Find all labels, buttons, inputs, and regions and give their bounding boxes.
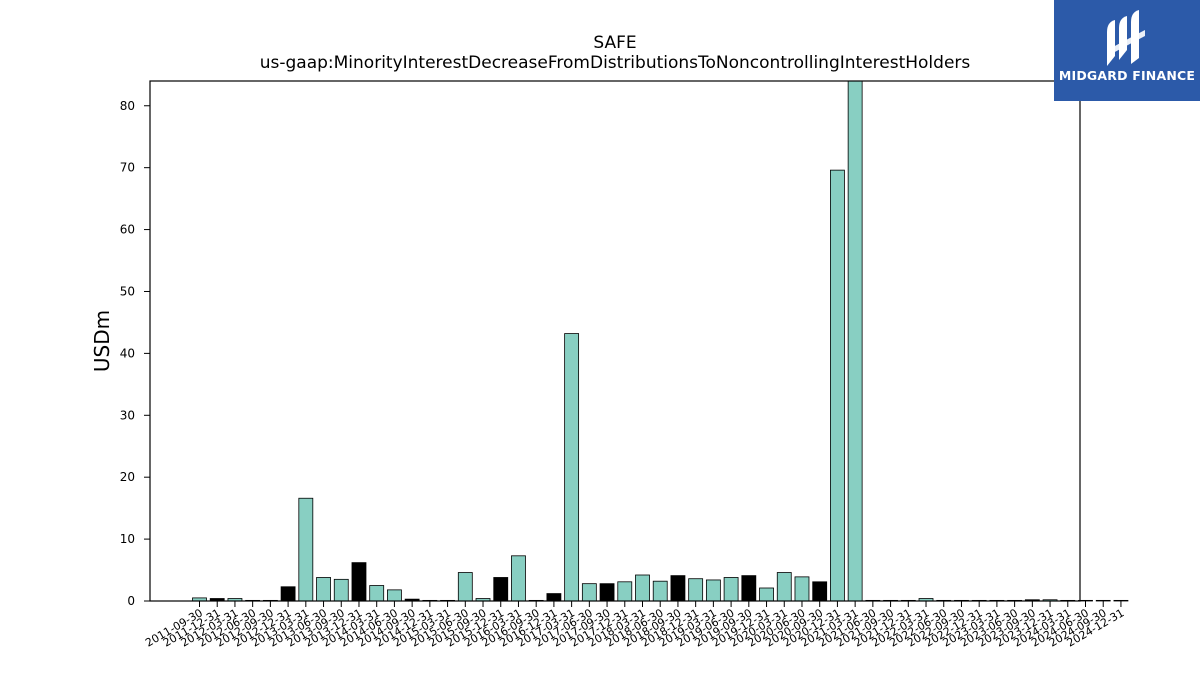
bar-2020-12-31 (830, 169, 845, 602)
bar-2021-03-31 (847, 80, 863, 602)
y-tick-label: 60 (120, 223, 135, 237)
bar-2018-09-30 (670, 575, 686, 602)
bar-2018-06-30 (652, 580, 668, 602)
bar-2020-06-30 (794, 576, 810, 602)
bar-2014-03-31 (369, 585, 385, 602)
bar-2020-03-31 (776, 572, 792, 602)
y-tick-label: 20 (120, 470, 135, 484)
bars-group (192, 80, 1129, 602)
chart-title: SAFE (593, 33, 636, 53)
bar-2014-06-30 (387, 589, 402, 602)
x-ticks: 2011-09-302011-12-312012-03-312012-06-30… (143, 601, 1126, 650)
bar-2017-06-30 (581, 583, 597, 602)
y-tick-label: 10 (120, 532, 135, 546)
bar-2018-03-31 (635, 574, 650, 602)
bar-2017-03-31 (564, 333, 580, 602)
y-tick-label: 0 (127, 594, 135, 608)
bar-2017-09-30 (599, 583, 615, 602)
bar-2012-12-31 (280, 586, 296, 602)
bar-2024-12-31 (1113, 599, 1129, 602)
y-tick-label: 80 (120, 99, 135, 113)
y-axis-label: USDm (90, 310, 114, 372)
bar-2013-12-31 (351, 562, 367, 602)
brand-name: MIDGARD FINANCE (1058, 68, 1196, 83)
y-tick-label: 50 (120, 284, 135, 298)
y-tick-label: 30 (120, 408, 135, 422)
plot-frame (149, 80, 1081, 602)
y-tick-label: 70 (120, 161, 135, 175)
bar-2015-12-31 (493, 577, 509, 602)
bar-2013-03-31 (298, 497, 314, 602)
midgard-logo-icon (1107, 10, 1145, 66)
brand-logo: MIDGARD FINANCE (1054, 0, 1200, 101)
bar-2019-06-30 (723, 577, 739, 602)
y-tick-label: 40 (120, 346, 135, 360)
bar-2024-09-30 (1095, 599, 1111, 602)
bar-2013-09-30 (333, 578, 349, 602)
bar-2017-12-31 (617, 581, 633, 602)
bar-2019-03-31 (705, 579, 721, 602)
bar-2015-06-30 (457, 572, 473, 602)
bar-2013-06-30 (316, 577, 331, 602)
bar-2018-12-31 (688, 578, 704, 602)
bar-2019-12-31 (759, 587, 774, 602)
bar-2020-09-30 (812, 581, 828, 602)
chart-subtitle: us-gaap:MinorityInterestDecreaseFromDist… (260, 53, 971, 73)
y-ticks: 0 10 20 30 40 50 60 70 80 (120, 99, 150, 608)
bar-2016-03-31 (511, 555, 526, 602)
bar-2019-09-30 (741, 575, 757, 602)
bar-2016-12-31 (546, 593, 562, 602)
